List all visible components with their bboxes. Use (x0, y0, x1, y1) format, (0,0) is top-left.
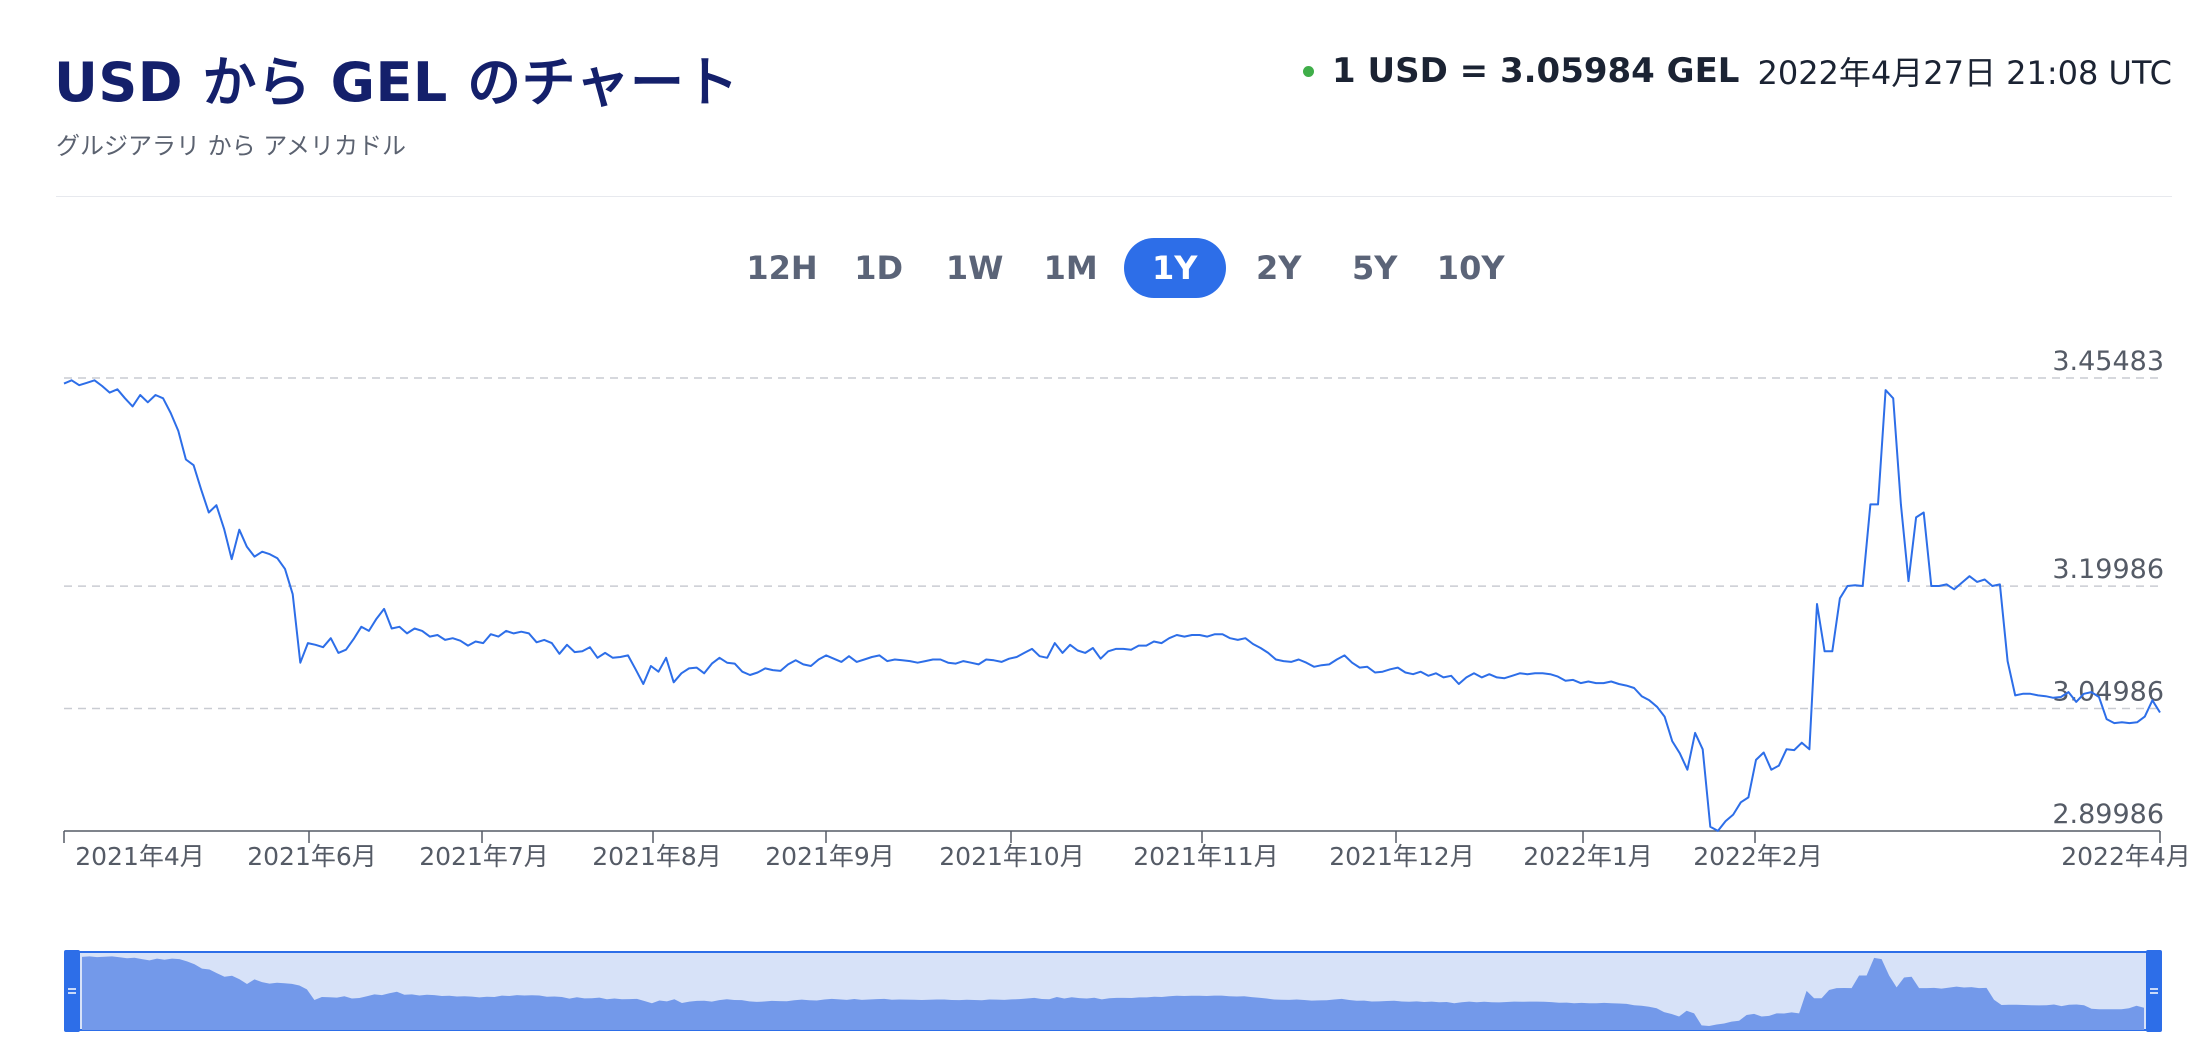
range-tab-1w[interactable]: 1W (945, 249, 1004, 287)
x-tick-label: 2021年11月 (1133, 842, 1278, 871)
x-tick-label: 2022年2月 (1693, 842, 1823, 871)
rate-line (63, 379, 2161, 832)
range-tab-1m[interactable]: 1M (1043, 249, 1098, 287)
time-range-selector: 12H 1D 1W 1M 1Y 2Y 5Y 10Y (0, 238, 2190, 298)
y-tick-label: 3.45483 (2052, 346, 2164, 377)
navigator-left-handle[interactable] (64, 950, 80, 1032)
current-rate: 1 USD = 3.05984 GEL 2022年4月27日 21:08 UTC (1303, 48, 2172, 94)
chart-series (63, 379, 2161, 832)
range-tab-1d[interactable]: 1D (854, 249, 904, 287)
y-axis-labels: 3.45483 3.19986 3.04986 2.89986 (2052, 346, 2164, 830)
range-tab-1y[interactable]: 1Y (1123, 238, 1226, 298)
range-tab-2y[interactable]: 2Y (1255, 249, 1302, 287)
x-tick-label: 2022年4月 (2061, 842, 2190, 871)
x-tick-label: 2021年12月 (1329, 842, 1474, 871)
y-tick-label: 3.04986 (2052, 677, 2164, 708)
chart-gridlines (64, 377, 2160, 710)
range-tab-10y[interactable]: 10Y (1436, 249, 1505, 287)
range-tab-12h[interactable]: 12H (746, 249, 818, 287)
navigator-area (82, 956, 2144, 1030)
x-tick-label: 2021年8月 (592, 842, 722, 871)
range-navigator[interactable] (64, 950, 2162, 1032)
x-tick-label: 2021年6月 (247, 842, 377, 871)
page-title: USD から GEL のチャート (54, 51, 740, 114)
y-tick-label: 3.19986 (2052, 554, 2164, 585)
x-tick-label: 2022年1月 (1523, 842, 1653, 871)
header-divider (56, 196, 2172, 197)
live-status-icon (1303, 65, 1314, 77)
range-tab-5y[interactable]: 5Y (1351, 249, 1398, 287)
page-subtitle: グルジアラリ から アメリカドル (56, 132, 407, 160)
x-axis: 2021年4月 2021年6月 2021年7月 2021年8月 2021年9月 2021年… (63, 830, 2190, 871)
x-tick-label: 2021年9月 (765, 842, 895, 871)
x-tick-label: 2021年7月 (419, 842, 549, 871)
rate-value: 1 USD = 3.05984 GEL (1332, 51, 1740, 91)
y-tick-label: 2.89986 (2052, 799, 2164, 830)
navigator-right-handle[interactable] (2146, 950, 2162, 1032)
x-tick-label: 2021年10月 (939, 842, 1084, 871)
x-tick-label: 2021年4月 (75, 842, 205, 871)
rate-timestamp: 2022年4月27日 21:08 UTC (1757, 54, 2172, 92)
